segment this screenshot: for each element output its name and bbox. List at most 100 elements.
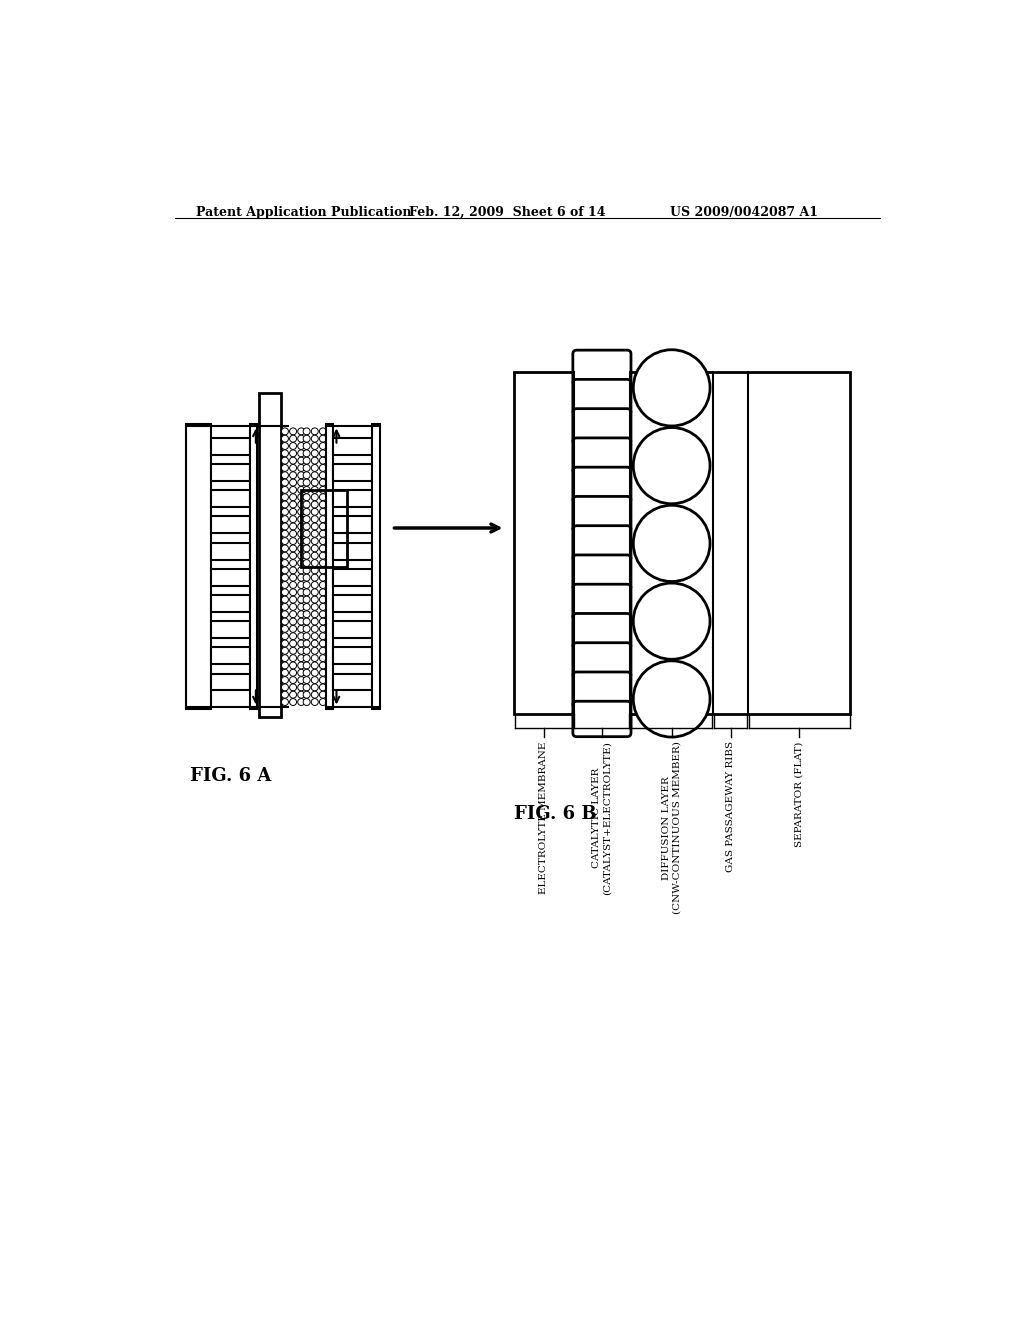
Circle shape — [303, 516, 310, 523]
Circle shape — [303, 640, 310, 647]
Circle shape — [298, 692, 305, 698]
Circle shape — [298, 574, 305, 581]
Bar — [334, 595, 372, 612]
Circle shape — [290, 618, 297, 626]
Circle shape — [290, 428, 297, 434]
Circle shape — [633, 506, 710, 582]
Circle shape — [311, 618, 318, 626]
Text: FIG. 6 B: FIG. 6 B — [514, 805, 597, 824]
Circle shape — [282, 442, 289, 450]
Circle shape — [303, 582, 310, 589]
Bar — [211, 543, 250, 560]
Circle shape — [303, 428, 310, 434]
Circle shape — [298, 618, 305, 626]
Circle shape — [282, 684, 289, 690]
Circle shape — [298, 589, 305, 595]
Bar — [514, 372, 850, 714]
Circle shape — [303, 523, 310, 529]
Circle shape — [282, 537, 289, 545]
Circle shape — [311, 508, 318, 515]
Circle shape — [290, 552, 297, 560]
Text: Patent Application Publication: Patent Application Publication — [197, 206, 412, 219]
Circle shape — [298, 442, 305, 450]
Circle shape — [282, 618, 289, 626]
Circle shape — [311, 589, 318, 595]
Circle shape — [311, 677, 318, 684]
Circle shape — [311, 626, 318, 632]
Circle shape — [290, 582, 297, 589]
Circle shape — [319, 531, 327, 537]
Circle shape — [319, 677, 327, 684]
FancyBboxPatch shape — [572, 467, 631, 503]
Bar — [334, 490, 372, 507]
Circle shape — [290, 574, 297, 581]
Circle shape — [290, 655, 297, 661]
Circle shape — [282, 582, 289, 589]
Circle shape — [282, 574, 289, 581]
Circle shape — [282, 655, 289, 661]
Circle shape — [290, 523, 297, 529]
Circle shape — [282, 589, 289, 595]
Circle shape — [290, 508, 297, 515]
Circle shape — [319, 552, 327, 560]
Circle shape — [290, 471, 297, 479]
Circle shape — [282, 647, 289, 655]
Text: FIG. 6 A: FIG. 6 A — [190, 767, 271, 784]
Circle shape — [319, 523, 327, 529]
Circle shape — [311, 486, 318, 494]
Circle shape — [319, 626, 327, 632]
Circle shape — [282, 428, 289, 434]
Circle shape — [298, 465, 305, 471]
Bar — [211, 647, 250, 664]
Circle shape — [303, 471, 310, 479]
Bar — [211, 438, 250, 455]
Circle shape — [319, 618, 327, 626]
Circle shape — [298, 698, 305, 705]
Circle shape — [303, 442, 310, 450]
Circle shape — [282, 640, 289, 647]
Circle shape — [303, 618, 310, 626]
Circle shape — [319, 574, 327, 581]
Circle shape — [282, 663, 289, 669]
Circle shape — [311, 450, 318, 457]
Bar — [334, 569, 372, 586]
Circle shape — [319, 603, 327, 610]
Circle shape — [298, 508, 305, 515]
Circle shape — [319, 611, 327, 618]
Bar — [334, 438, 372, 455]
Circle shape — [290, 632, 297, 640]
Circle shape — [303, 486, 310, 494]
Circle shape — [303, 479, 310, 486]
Circle shape — [298, 502, 305, 508]
Circle shape — [298, 626, 305, 632]
Circle shape — [282, 486, 289, 494]
Circle shape — [290, 597, 297, 603]
Bar — [211, 622, 250, 638]
Circle shape — [282, 436, 289, 442]
Circle shape — [311, 655, 318, 661]
Circle shape — [311, 428, 318, 434]
Circle shape — [303, 566, 310, 574]
Circle shape — [303, 531, 310, 537]
Text: CATALYTIC LAYER
(CATALYST+ELECTROLYTE): CATALYTIC LAYER (CATALYST+ELECTROLYTE) — [592, 742, 611, 895]
Circle shape — [311, 663, 318, 669]
FancyBboxPatch shape — [572, 672, 631, 708]
Circle shape — [311, 552, 318, 560]
Circle shape — [319, 655, 327, 661]
Bar — [211, 516, 250, 533]
Circle shape — [311, 669, 318, 676]
Text: SEPARATOR (FLAT): SEPARATOR (FLAT) — [795, 742, 804, 846]
Circle shape — [290, 566, 297, 574]
Bar — [211, 595, 250, 612]
Circle shape — [298, 603, 305, 610]
Circle shape — [311, 494, 318, 500]
Circle shape — [282, 545, 289, 552]
Text: Feb. 12, 2009  Sheet 6 of 14: Feb. 12, 2009 Sheet 6 of 14 — [409, 206, 605, 219]
Circle shape — [303, 626, 310, 632]
Circle shape — [311, 465, 318, 471]
Circle shape — [311, 632, 318, 640]
Bar — [334, 673, 372, 690]
Circle shape — [290, 450, 297, 457]
Circle shape — [298, 640, 305, 647]
Circle shape — [303, 632, 310, 640]
